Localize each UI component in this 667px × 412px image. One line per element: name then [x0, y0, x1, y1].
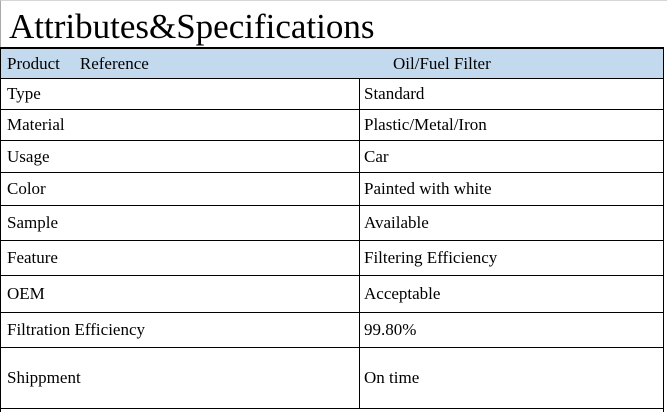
header-product-value: Oil/Fuel Filter [393, 53, 491, 73]
row-value-cell: Painted with white [359, 173, 663, 205]
row-value-cell: 99.80% [359, 313, 663, 347]
row-value-cell: Acceptable [359, 276, 663, 312]
row-value: Standard [364, 84, 425, 103]
table-row-filtration-efficiency: Filtration Efficiency 99.80% [1, 312, 663, 347]
row-label: Material [7, 115, 65, 134]
row-label-cell: OEM [1, 276, 359, 312]
row-label: Usage [7, 146, 50, 166]
row-label-cell: Sample [1, 206, 359, 240]
row-label: Sample [7, 213, 58, 232]
table-row-type: Type Standard [1, 78, 663, 109]
header-left-cell: Product Reference [1, 49, 359, 78]
specifications-table: Product Reference Oil/Fuel Filter Type S… [0, 47, 664, 409]
row-label: Type [7, 84, 41, 103]
row-value-cell: Standard [359, 79, 663, 109]
row-value-cell: Available [359, 206, 663, 240]
row-value: On time [364, 368, 420, 387]
row-label-cell: Feature [1, 241, 359, 275]
header-product-label: Product [7, 53, 60, 73]
row-value: Car [364, 146, 389, 166]
row-label: Filtration Efficiency [7, 320, 146, 339]
row-label-cell: Filtration Efficiency [1, 313, 359, 347]
page-title: Attributes&Specifications [9, 7, 375, 46]
row-value-cell: Car [359, 141, 663, 172]
row-value: Acceptable [364, 284, 441, 303]
table-row-material: Material Plastic/Metal/Iron [1, 109, 663, 140]
row-value: 99.80% [364, 320, 417, 339]
table-row-oem: OEM Acceptable [1, 275, 663, 312]
row-label-cell: Shippment [1, 348, 359, 408]
row-label-cell: Usage [1, 141, 359, 172]
row-label-cell: Material [1, 110, 359, 140]
row-value: Painted with white [364, 179, 492, 198]
row-label: OEM [7, 284, 45, 303]
row-value: Filtering Efficiency [364, 248, 498, 267]
row-label-cell: Color [1, 173, 359, 205]
row-label: Feature [7, 248, 58, 267]
row-label: Shippment [7, 368, 81, 387]
row-value-cell: On time [359, 348, 663, 408]
row-label: Color [7, 179, 46, 198]
table-row-usage: Usage Car [1, 140, 663, 172]
table-row-sample: Sample Available [1, 205, 663, 240]
title-block: Attributes&Specifications [0, 0, 667, 47]
table-row-color: Color Painted with white [1, 172, 663, 205]
row-value-cell: Plastic/Metal/Iron [359, 110, 663, 140]
row-label-cell: Type [1, 79, 359, 109]
header-reference-label: Reference [79, 53, 149, 73]
table-header-row: Product Reference Oil/Fuel Filter [1, 49, 663, 78]
partial-next-row [0, 409, 664, 412]
row-value: Plastic/Metal/Iron [364, 115, 487, 134]
row-value: Available [364, 213, 429, 232]
table-row-shippment: Shippment On time [1, 347, 663, 408]
header-value-cell: Oil/Fuel Filter [359, 49, 663, 78]
table-row-feature: Feature Filtering Efficiency [1, 240, 663, 275]
row-value-cell: Filtering Efficiency [359, 241, 663, 275]
